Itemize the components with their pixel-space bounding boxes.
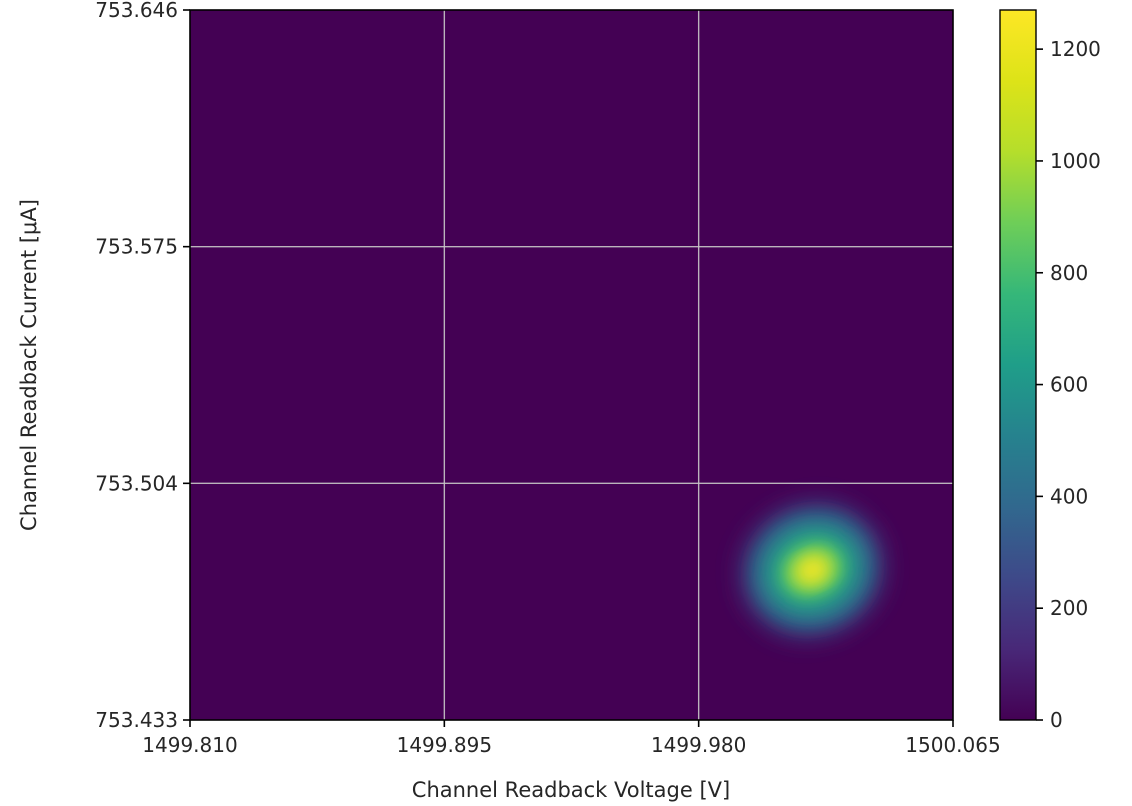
y-axis-label: Channel Readback Current [μA] xyxy=(17,199,41,531)
colorbar xyxy=(999,9,1037,721)
colorbar-axis: 0 200 400 600 800 1000 1200 xyxy=(1036,37,1101,732)
x-tick-label: 1499.895 xyxy=(397,733,492,757)
x-axis-label: Channel Readback Voltage [V] xyxy=(412,778,730,802)
x-tick-label: 1499.810 xyxy=(142,733,237,757)
heatmap-peak-layer xyxy=(745,506,880,634)
x-axis: 1499.810 1499.895 1499.980 1500.065 xyxy=(142,720,1001,757)
x-tick-label: 1500.065 xyxy=(905,733,1000,757)
y-tick-label: 753.646 xyxy=(95,0,178,22)
heatmap-peak xyxy=(745,506,880,634)
colorbar-tick-label: 1200 xyxy=(1050,37,1101,61)
colorbar-tick-label: 400 xyxy=(1050,484,1088,508)
heatmap-peak-ring xyxy=(798,558,826,582)
y-tick-label: 753.433 xyxy=(95,708,178,732)
y-tick-label: 753.575 xyxy=(95,235,178,259)
y-axis: 753.433 753.504 753.575 753.646 xyxy=(95,0,190,732)
colorbar-tick-label: 600 xyxy=(1050,373,1088,397)
x-tick-label: 1499.980 xyxy=(651,733,746,757)
colorbar-tick-label: 200 xyxy=(1050,596,1088,620)
gridlines xyxy=(190,10,953,720)
colorbar-tick-label: 1000 xyxy=(1050,149,1101,173)
plot-frame xyxy=(189,9,954,721)
colorbar-tick-label: 800 xyxy=(1050,261,1088,285)
colorbar-tick-label: 0 xyxy=(1050,708,1063,732)
y-tick-label: 753.504 xyxy=(95,471,178,495)
